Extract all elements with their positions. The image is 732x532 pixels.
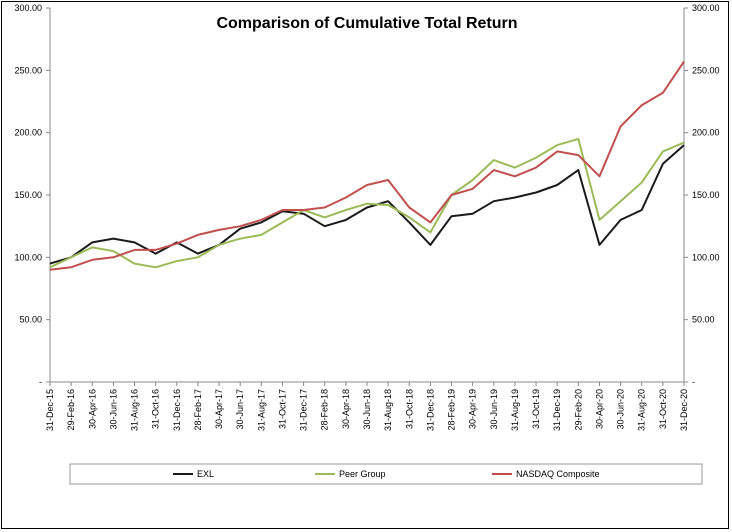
x-tick-label: 30-Jun-16 (108, 389, 118, 430)
series-line-peer-group (49, 137, 685, 269)
legend-label-exl: EXL (197, 469, 214, 479)
x-tick-label: 31-Oct-19 (531, 389, 541, 429)
x-tick-label: 29-Feb-20 (573, 389, 583, 431)
x-tick-label: 31-Dec-15 (45, 389, 55, 431)
y-tick-label-right: 100.00 (692, 252, 720, 262)
y-tick-label-left: 200.00 (14, 128, 42, 138)
x-tick-label: 31-Oct-17 (277, 389, 287, 429)
series-group (49, 61, 685, 271)
x-tick-label: 28-Feb-19 (447, 389, 457, 431)
axes-group: - - 50.00 50.00 100.00 100.00 150.00 150.00 200.… (14, 3, 719, 431)
legend-label-nasdaq-composite: NASDAQ Composite (516, 469, 600, 479)
x-tick-label: 30-Apr-17 (214, 389, 224, 429)
legend-label-peer-group: Peer Group (339, 469, 386, 479)
chart-title: Comparison of Cumulative Total Return (216, 15, 517, 32)
x-tick-label: 30-Apr-18 (341, 389, 351, 429)
series-line-nasdaq-composite (49, 61, 685, 271)
x-tick-label: 30-Apr-19 (468, 389, 478, 429)
y-tick-label-left: 150.00 (14, 190, 42, 200)
x-tick-label: 31-Dec-20 (679, 389, 689, 431)
x-tick-label: 31-Aug-16 (130, 389, 140, 431)
x-tick-label: 30-Jun-17 (235, 389, 245, 430)
y-tick-label-right: 300.00 (692, 3, 720, 13)
y-tick-label-left: 50.00 (19, 315, 42, 325)
x-tick-label: 30-Apr-16 (87, 389, 97, 429)
x-tick-label: 30-Jun-19 (489, 389, 499, 430)
x-tick-label: 31-Oct-16 (151, 389, 161, 429)
legend-box (69, 463, 703, 485)
x-tick-label: 31-Aug-19 (510, 389, 520, 431)
x-tick-label: 31-Dec-16 (172, 389, 182, 431)
x-tick-label: 28-Feb-18 (320, 389, 330, 431)
x-tick-label: 28-Feb-17 (193, 389, 203, 431)
x-tick-label: 31-Dec-18 (425, 389, 435, 431)
x-tick-label: 31-Dec-19 (552, 389, 562, 431)
x-tick-label: 30-Jun-20 (616, 389, 626, 430)
x-tick-label: 29-Feb-16 (66, 389, 76, 431)
x-tick-label: 31-Aug-20 (637, 389, 647, 431)
x-tick-label: 31-Aug-17 (256, 389, 266, 431)
y-tick-label-right: 150.00 (692, 190, 720, 200)
x-tick-label: 31-Oct-18 (404, 389, 414, 429)
y-tick-label-right: - (692, 377, 695, 387)
y-tick-label-left: 250.00 (14, 65, 42, 75)
x-tick-label: 30-Apr-20 (594, 389, 604, 429)
x-tick-label: 30-Jun-18 (362, 389, 372, 430)
y-tick-label-right: 50.00 (692, 315, 715, 325)
y-tick-label-right: 200.00 (692, 128, 720, 138)
x-tick-label: 31-Dec-17 (299, 389, 309, 431)
y-tick-label-left: 100.00 (14, 252, 42, 262)
series-line-exl (49, 144, 685, 265)
x-tick-label: 31-Oct-20 (658, 389, 668, 429)
x-tick-label: 31-Aug-18 (383, 389, 393, 431)
y-tick-label-left: - (39, 377, 42, 387)
y-tick-label-left: 300.00 (14, 3, 42, 13)
legend-group: EXL Peer Group NASDAQ Composite (69, 463, 703, 485)
y-tick-label-right: 250.00 (692, 65, 720, 75)
